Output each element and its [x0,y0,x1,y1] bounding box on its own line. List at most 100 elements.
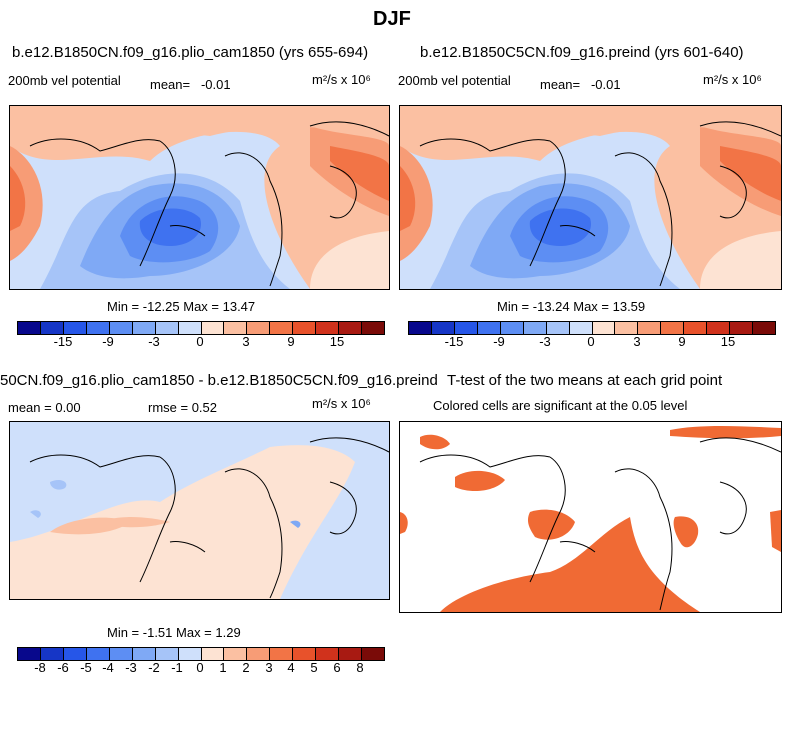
cb-tick: 0 [196,660,204,675]
cb-swatch [316,648,340,660]
panel2-mean-label: mean= -0.01 [540,77,621,92]
cb-swatch [409,322,432,334]
panel4-significance-plot [400,422,781,612]
cb-swatch [707,322,731,334]
cb-swatch [18,648,41,660]
cb-tick: 4 [287,660,295,675]
panel3-title: 50CN.f09_g16.plio_cam1850 - b.e12.B1850C… [0,372,438,389]
cb-swatch [753,322,775,334]
cb-tick: -3 [539,334,551,349]
panel2-map [399,105,782,290]
cb-swatch [201,648,225,660]
cb-tick: 15 [329,334,345,349]
cb-swatch [339,322,363,334]
cb-swatch [523,322,547,334]
cb-swatch [454,322,478,334]
cb-tick: 2 [242,660,250,675]
panel3-map [9,421,390,600]
cb-tick: -15 [53,334,73,349]
panel1-units: m²/s x 10⁶ [312,72,371,87]
panel3-mean: mean = 0.00 [8,400,81,415]
cb-swatch [40,322,64,334]
cb-tick: 0 [587,334,595,349]
panel3-units: m²/s x 10⁶ [312,396,371,411]
panel1-field-plot [10,106,389,289]
cb-swatch [500,322,524,334]
cb-swatch [132,648,156,660]
cb-swatch [592,322,616,334]
cb-swatch [40,648,64,660]
cb-tick: -8 [34,660,46,675]
cb-tick: 9 [678,334,686,349]
cb-tick: -9 [493,334,505,349]
panel1-field-label: 200mb vel potential [8,73,121,88]
cb-tick: 9 [287,334,295,349]
cb-tick: 0 [196,334,204,349]
cb-swatch [293,322,317,334]
panel1-colorbar [17,321,385,335]
panel3-min-max: Min = -1.51 Max = 1.29 [107,625,241,640]
cb-swatch [86,322,110,334]
cb-swatch [63,322,87,334]
cb-tick: 3 [633,334,641,349]
panel2-field-plot [400,106,781,289]
cb-swatch [109,648,133,660]
cb-tick: -3 [148,334,160,349]
cb-swatch [270,322,294,334]
cb-swatch [293,648,317,660]
panel2-units: m²/s x 10⁶ [703,72,762,87]
figure-title: DJF [373,8,411,30]
cb-tick: -6 [57,660,69,675]
cb-swatch [155,648,179,660]
cb-swatch [18,322,41,334]
panel3-rmse: rmse = 0.52 [148,400,218,415]
panel2-title: b.e12.B1850C5CN.f09_g16.preind (yrs 601-… [420,44,744,61]
cb-swatch [615,322,639,334]
cb-swatch [201,322,225,334]
panel4-subtitle: Colored cells are significant at the 0.0… [433,398,688,413]
cb-swatch [569,322,593,334]
cb-tick: 5 [310,660,318,675]
cb-swatch [661,322,685,334]
cb-tick: -3 [125,660,137,675]
panel3-field-plot [10,422,389,599]
cb-swatch [730,322,754,334]
panel3-colorbar [17,647,385,661]
cb-tick: -15 [444,334,464,349]
cb-swatch [270,648,294,660]
cb-swatch [477,322,501,334]
cb-tick: 8 [356,660,364,675]
cb-swatch [178,648,202,660]
panel2-colorbar [408,321,776,335]
panel1-map [9,105,390,290]
cb-tick: 3 [242,334,250,349]
cb-swatch [362,322,384,334]
cb-swatch [316,322,340,334]
cb-swatch [86,648,110,660]
panel4-map [399,421,782,613]
cb-swatch [247,322,271,334]
panel1-mean-label: mean= -0.01 [150,77,231,92]
panel2-field-label: 200mb vel potential [398,73,511,88]
panel4-title: T-test of the two means at each grid poi… [447,372,723,389]
cb-tick: -9 [102,334,114,349]
cb-tick: -2 [148,660,160,675]
panel1-mean-value: -0.01 [200,77,231,92]
cb-swatch [63,648,87,660]
cb-swatch [431,322,455,334]
cb-swatch [155,322,179,334]
cb-swatch [362,648,384,660]
cb-tick: 3 [265,660,273,675]
panel2-mean-value: -0.01 [590,77,621,92]
panel1-min-max: Min = -12.25 Max = 13.47 [107,299,256,314]
cb-tick: -4 [102,660,114,675]
cb-tick: -1 [171,660,183,675]
cb-swatch [339,648,363,660]
cb-tick: -5 [80,660,92,675]
cb-swatch [247,648,271,660]
cb-tick: 1 [219,660,227,675]
cb-swatch [638,322,662,334]
cb-tick: 6 [333,660,341,675]
panel2-min-max: Min = -13.24 Max = 13.59 [497,299,646,314]
panel1-title: b.e12.B1850CN.f09_g16.plio_cam1850 (yrs … [12,44,369,61]
